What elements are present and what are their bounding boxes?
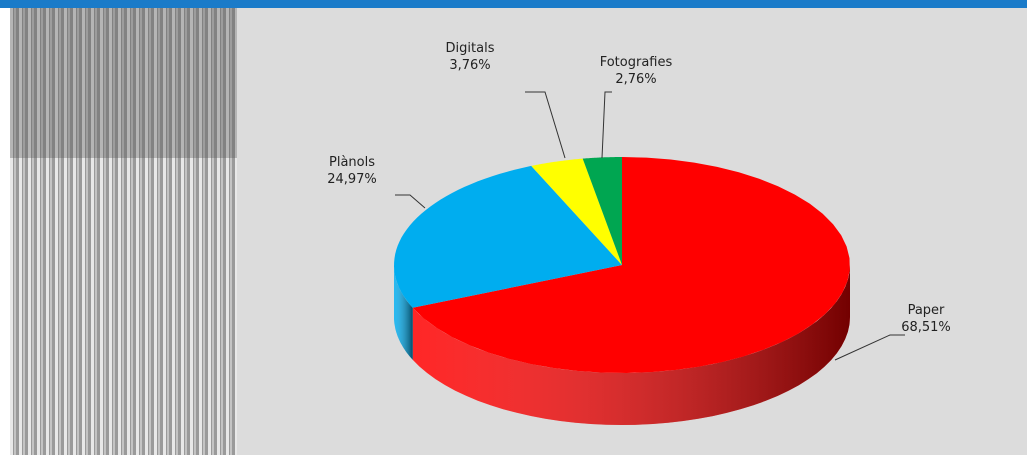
slice-side-shade bbox=[394, 265, 413, 360]
photo bbox=[10, 8, 237, 455]
label-value: 3,76% bbox=[449, 58, 490, 73]
slice bbox=[531, 158, 622, 265]
photo-shade bbox=[10, 8, 237, 158]
label-value: 68,51% bbox=[901, 320, 951, 335]
slice bbox=[394, 165, 622, 308]
label-value: 2,76% bbox=[615, 72, 656, 87]
slice bbox=[412, 157, 850, 373]
label-value: 24,97% bbox=[327, 172, 377, 187]
slice bbox=[582, 157, 622, 265]
label-name: Paper bbox=[908, 303, 945, 318]
label-name: Digitals bbox=[446, 41, 495, 56]
label-name: Plànols bbox=[329, 155, 375, 170]
pie bbox=[394, 157, 850, 425]
leaders bbox=[395, 91, 905, 361]
slice-side-shade bbox=[412, 265, 850, 425]
top-bar bbox=[0, 0, 1027, 8]
label-name: Fotografies bbox=[600, 55, 673, 70]
